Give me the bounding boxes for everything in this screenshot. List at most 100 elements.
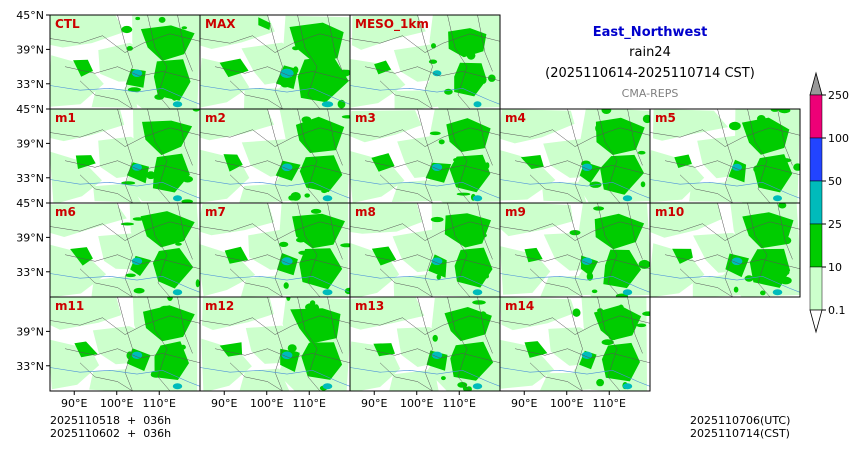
rain-patch — [158, 16, 166, 23]
rain-heavy-spot — [131, 351, 143, 359]
rain-patch — [466, 386, 472, 391]
province-boundary — [147, 203, 171, 297]
panel-label: m12 — [205, 299, 234, 313]
rain-patch — [485, 162, 490, 169]
panel-grid: CTL MAX MESO_1km m1 m2 m3 m4 m5 m6 m7 m8 m9 m10 m11 m1… — [49, 14, 801, 392]
rain-light-area — [50, 203, 127, 237]
colorbar-segment — [809, 266, 823, 311]
rain-heavy-spot — [472, 289, 483, 296]
rain-patch — [126, 46, 133, 51]
rain-light-area — [239, 368, 290, 391]
province-boundary — [500, 127, 650, 147]
rain-patch — [436, 274, 441, 280]
panel-label: m5 — [655, 111, 676, 125]
rain-patch — [642, 114, 650, 124]
province-boundary — [379, 80, 433, 109]
rain-patch — [301, 116, 312, 124]
panel-MAX: MAX — [199, 14, 351, 110]
y-tick-label: 45°N — [16, 103, 44, 116]
rain-patch — [596, 378, 604, 387]
province-boundary — [379, 268, 433, 297]
y-tick-label: 45°N — [16, 197, 44, 210]
rain-patch — [175, 242, 182, 246]
rain-heavy-spot — [431, 163, 443, 171]
colorbar-label: 250 — [828, 89, 849, 102]
rain-heavy-spot — [172, 289, 183, 296]
province-boundary — [514, 254, 650, 270]
rain-patch — [293, 66, 299, 74]
rain-patch — [454, 36, 466, 41]
panel-m5: m5 — [649, 108, 801, 204]
rain-light-area — [50, 15, 125, 48]
province-boundary — [177, 15, 193, 72]
province-boundary — [50, 127, 200, 147]
rain-light-area — [200, 109, 274, 141]
colorbar-label: 100 — [828, 132, 849, 145]
rain-moderate-area — [297, 55, 349, 103]
rain-light-area — [652, 109, 729, 141]
rain-moderate-area — [446, 118, 491, 152]
panel-label: CTL — [55, 17, 80, 31]
panel-m4: m4 — [499, 108, 651, 204]
colorbar-segment — [809, 180, 823, 225]
panel-m14: m14 — [499, 296, 651, 392]
province-boundary — [364, 160, 500, 176]
province-boundary — [200, 127, 350, 147]
rain-light-area — [50, 109, 125, 142]
province-boundary — [229, 268, 283, 297]
rain-patch — [320, 274, 334, 279]
province-boundary — [117, 203, 133, 297]
rain-patch — [476, 232, 487, 239]
rain-patch — [618, 304, 624, 314]
colorbar-label: 0.1 — [828, 304, 846, 317]
rain-moderate-area — [601, 342, 640, 382]
province-boundary — [327, 297, 343, 354]
province-boundary — [297, 109, 321, 203]
river — [50, 367, 200, 387]
rain-patch — [171, 92, 178, 101]
panel-m9: m9 — [499, 202, 651, 298]
panel-m1: m1 — [49, 108, 201, 204]
panel-m6: m6 — [49, 202, 201, 298]
province-boundary — [514, 160, 650, 176]
x-tick-label: 110°E — [593, 397, 626, 410]
rain-patch — [729, 121, 741, 131]
rain-patch — [466, 51, 476, 60]
rain-patch — [484, 273, 489, 279]
x-tick-label: 100°E — [550, 397, 583, 410]
rain-light-area — [541, 182, 587, 203]
rain-patch — [601, 339, 614, 346]
rain-patch — [441, 376, 446, 381]
rain-light-area — [202, 297, 274, 330]
x-tick-label: 110°E — [143, 397, 176, 410]
province-boundary — [267, 15, 283, 109]
province-boundary — [297, 297, 321, 391]
rain-patch — [167, 297, 173, 301]
province-boundary — [664, 254, 800, 270]
rain-patch — [586, 272, 594, 281]
y-tick-label: 33°N — [16, 78, 44, 91]
province-boundary — [679, 268, 733, 297]
rain-light-area — [351, 15, 426, 50]
province-boundary — [567, 109, 583, 203]
footer-left-line2: 2025110602 + 036h — [50, 427, 172, 440]
rain-moderate-area — [600, 154, 644, 195]
panel-label: MESO_1km — [355, 17, 429, 32]
rain-moderate-area — [454, 247, 493, 288]
panel-m7: m7 — [199, 202, 351, 298]
rain-patch — [159, 91, 172, 95]
x-tick-label: 100°E — [400, 397, 433, 410]
province-boundary — [229, 80, 283, 109]
rain-light-area — [350, 203, 423, 234]
rain-light-area — [89, 368, 143, 391]
river — [350, 179, 500, 199]
river — [650, 179, 800, 199]
province-boundary — [267, 297, 283, 391]
y-tick-label: 33°N — [16, 172, 44, 185]
province-boundary — [79, 362, 133, 391]
colorbar-segment — [809, 94, 823, 139]
panel-label: m13 — [355, 299, 384, 313]
panel-label: m14 — [505, 299, 534, 313]
panel-MESO_1km: MESO_1km — [349, 14, 501, 110]
